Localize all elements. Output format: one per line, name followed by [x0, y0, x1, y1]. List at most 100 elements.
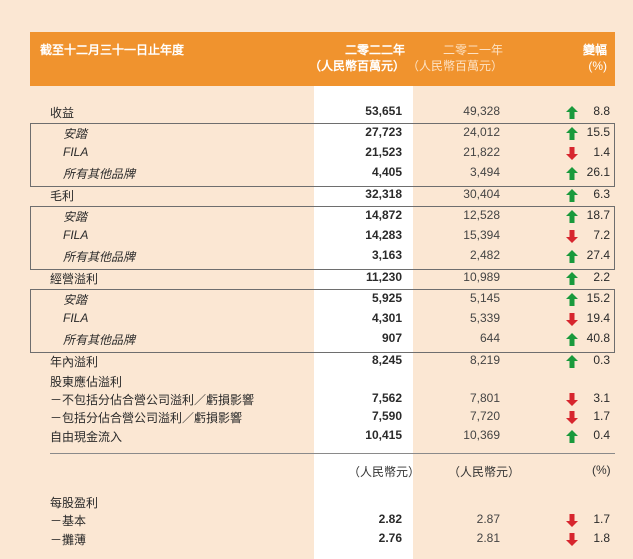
value-2022: 32,318 — [365, 187, 402, 201]
header-change: 變幅 — [582, 43, 607, 57]
arrow-up-icon — [566, 272, 578, 285]
value-2021: 2.81 — [476, 531, 500, 545]
value-2021: 2.87 — [476, 512, 500, 526]
value-2022: 14,872 — [365, 208, 402, 222]
value-2021: 5,339 — [469, 311, 500, 325]
table-row: －攤薄 2.76 2.81 1.8 — [50, 531, 615, 548]
row-label: －攤薄 — [50, 533, 87, 547]
arrow-up-icon — [566, 189, 578, 202]
arrow-up-icon — [566, 167, 578, 180]
value-2021: 49,328 — [463, 104, 500, 118]
arrow-up-icon — [566, 127, 578, 140]
row-label: 自由現金流入 — [50, 430, 123, 444]
arrow-down-icon — [566, 533, 578, 546]
column-2022-highlight — [314, 86, 413, 559]
value-2022: 10,415 — [365, 428, 402, 442]
header-2021-year: 二零二一年 — [442, 43, 503, 57]
row-label: －基本 — [50, 514, 87, 528]
gross-profit-breakdown-box — [30, 206, 615, 270]
arrow-up-icon — [566, 210, 578, 223]
change-percent: 18.7 — [586, 208, 610, 222]
change-percent: 27.4 — [586, 248, 610, 262]
value-2022: 2.82 — [378, 512, 402, 526]
row-label: FILA — [63, 311, 89, 325]
table-row: 安踏 5,925 5,145 15.2 — [50, 291, 615, 308]
row-label: 每股盈利 — [50, 496, 99, 510]
arrow-up-icon — [566, 250, 578, 263]
table-row: －不包括分佔合營公司溢利／虧損影響 7,562 7,801 3.1 — [50, 391, 615, 408]
value-2021: 30,404 — [463, 187, 500, 201]
table-row: 每股盈利 — [50, 494, 615, 511]
value-2022: 4,301 — [371, 311, 402, 325]
change-percent: 6.3 — [593, 187, 610, 201]
value-2022: 27,723 — [365, 125, 402, 139]
value-2021: 21,822 — [463, 145, 500, 159]
arrow-down-icon — [566, 147, 578, 160]
value-2021: 15,394 — [463, 228, 500, 242]
header-change-unit: (%) — [588, 59, 607, 73]
arrow-up-icon — [566, 106, 578, 119]
value-2022: 21,523 — [365, 145, 402, 159]
row-label: 安踏 — [63, 210, 88, 224]
change-percent: 15.2 — [586, 291, 610, 305]
value-2022: 53,651 — [365, 104, 402, 118]
table-row: 毛利 32,318 30,404 6.3 — [50, 187, 615, 204]
arrow-up-icon — [566, 430, 578, 443]
value-2022: 14,283 — [365, 228, 402, 242]
table-row: FILA 4,301 5,339 19.4 — [50, 311, 615, 328]
value-2021: 12,528 — [463, 208, 500, 222]
table-row: 年內溢利 8,245 8,219 0.3 — [50, 353, 615, 370]
table-header: 截至十二月三十一日止年度 二零二二年 （人民幣百萬元） 二零二一年 （人民幣百萬… — [30, 32, 615, 86]
value-2021: 24,012 — [463, 125, 500, 139]
row-label: FILA — [63, 145, 89, 159]
value-2022: 7,562 — [371, 391, 402, 405]
arrow-up-icon — [566, 355, 578, 368]
value-2021: 3,494 — [469, 165, 500, 179]
row-label: 所有其他品牌 — [63, 167, 136, 181]
value-2021: 10,989 — [463, 270, 500, 284]
value-2021: 7,720 — [469, 409, 500, 423]
table-row: 所有其他品牌 907 644 40.8 — [50, 331, 615, 348]
value-2021: 644 — [479, 331, 500, 345]
row-label: 安踏 — [63, 293, 88, 307]
arrow-down-icon — [566, 514, 578, 527]
change-percent: 1.4 — [593, 145, 610, 159]
unit-2021: （人民幣元） — [448, 465, 521, 479]
table-row: －包括分佔合營公司溢利／虧損影響 7,590 7,720 1.7 — [50, 409, 615, 426]
change-percent: 0.4 — [593, 428, 610, 442]
value-2022: 4,405 — [371, 165, 402, 179]
table-row: 所有其他品牌 4,405 3,494 26.1 — [50, 165, 615, 182]
value-2022: 907 — [381, 331, 402, 345]
header-2022-year: 二零二二年 — [344, 43, 405, 57]
value-2021: 8,219 — [469, 353, 500, 367]
change-percent: 3.1 — [593, 391, 610, 405]
operating-profit-breakdown-box — [30, 289, 615, 353]
value-2022: 3,163 — [371, 248, 402, 262]
table-divider — [50, 453, 615, 454]
unit-2022: （人民幣元） — [348, 465, 421, 479]
change-percent: 1.8 — [593, 531, 610, 545]
arrow-up-icon — [566, 293, 578, 306]
arrow-down-icon — [566, 230, 578, 243]
header-2021-unit: （人民幣百萬元） — [406, 59, 503, 73]
table-row: 股東應佔溢利 — [50, 373, 615, 390]
change-percent: 0.3 — [593, 353, 610, 367]
change-percent: 1.7 — [593, 512, 610, 526]
arrow-down-icon — [566, 411, 578, 424]
table-row: 所有其他品牌 3,163 2,482 27.4 — [50, 248, 615, 265]
table-row: －基本 2.82 2.87 1.7 — [50, 512, 615, 529]
table-row: 收益 53,651 49,328 8.8 — [50, 104, 615, 121]
row-label: 年內溢利 — [50, 355, 99, 369]
table-row: 安踏 14,872 12,528 18.7 — [50, 208, 615, 225]
row-label: －不包括分佔合營公司溢利／虧損影響 — [50, 393, 255, 407]
table-row: 經營溢利 11,230 10,989 2.2 — [50, 270, 615, 287]
row-label: 所有其他品牌 — [63, 333, 136, 347]
unit-change: (%) — [592, 463, 611, 477]
value-2021: 7,801 — [469, 391, 500, 405]
value-2021: 10,369 — [463, 428, 500, 442]
value-2022: 5,925 — [371, 291, 402, 305]
row-label: FILA — [63, 228, 89, 242]
change-percent: 19.4 — [586, 311, 610, 325]
table-row: 安踏 27,723 24,012 15.5 — [50, 125, 615, 142]
